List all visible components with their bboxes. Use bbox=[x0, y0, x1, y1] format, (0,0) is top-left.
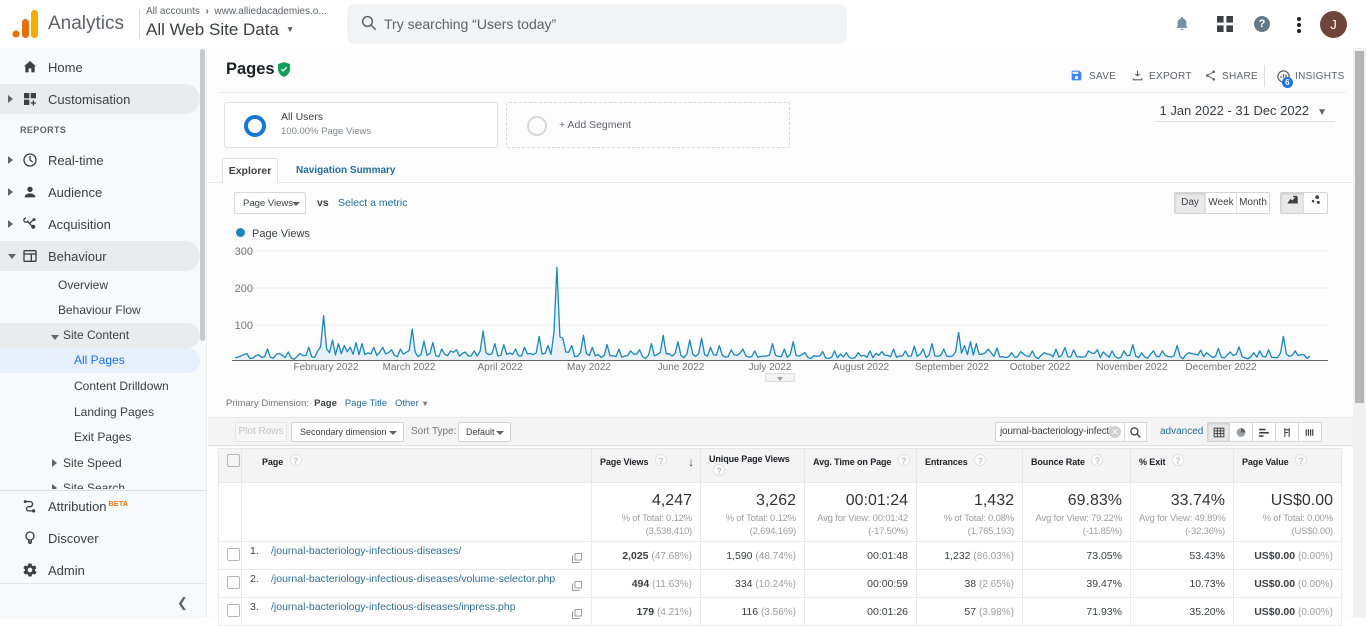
svg-text:August 2022: August 2022 bbox=[833, 362, 890, 373]
svg-text:February 2022: February 2022 bbox=[293, 362, 358, 373]
svg-text:November 2022: November 2022 bbox=[1096, 362, 1168, 373]
svg-text:200: 200 bbox=[235, 283, 253, 295]
svg-text:June 2022: June 2022 bbox=[658, 362, 705, 373]
svg-text:September 2022: September 2022 bbox=[915, 362, 989, 373]
svg-text:April 2022: April 2022 bbox=[477, 362, 522, 373]
svg-text:December 2022: December 2022 bbox=[1185, 362, 1257, 373]
svg-text:300: 300 bbox=[235, 246, 253, 258]
svg-text:October 2022: October 2022 bbox=[1010, 362, 1071, 373]
svg-text:March 2022: March 2022 bbox=[383, 362, 436, 373]
svg-text:100: 100 bbox=[235, 320, 253, 332]
svg-text:May 2022: May 2022 bbox=[567, 362, 611, 373]
svg-text:July 2022: July 2022 bbox=[749, 362, 792, 373]
